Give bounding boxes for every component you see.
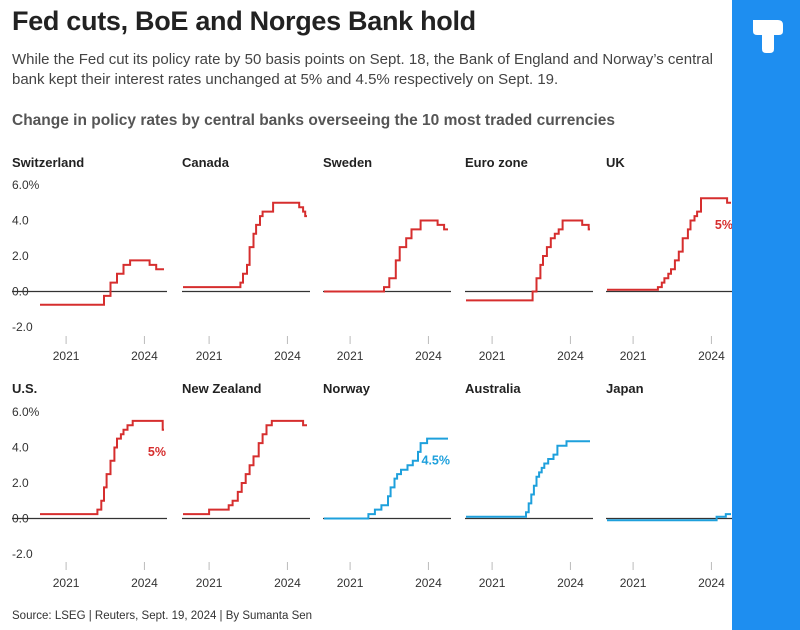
x-tick-label: 2021 bbox=[620, 349, 647, 363]
y-tick-label: 2.0 bbox=[12, 249, 29, 263]
panel-title-new-zealand: New Zealand bbox=[182, 381, 262, 396]
panel-title-euro-zone: Euro zone bbox=[465, 155, 528, 170]
series-line-australia bbox=[466, 440, 590, 518]
x-tick-label: 2024 bbox=[698, 349, 725, 363]
x-tick-label: 2021 bbox=[196, 349, 223, 363]
x-tick-label: 2021 bbox=[479, 349, 506, 363]
x-tick-label: 2021 bbox=[53, 349, 80, 363]
content-area: Fed cuts, BoE and Norges Bank hold While… bbox=[12, 6, 713, 622]
x-tick-label: 2024 bbox=[131, 576, 158, 590]
series-line-u-s bbox=[40, 419, 164, 516]
series-line-uk bbox=[607, 197, 731, 291]
x-tick-label: 2024 bbox=[557, 576, 584, 590]
x-tick-label: 2021 bbox=[53, 576, 80, 590]
x-tick-label: 2024 bbox=[274, 349, 301, 363]
panel-title-u-s: U.S. bbox=[12, 381, 37, 396]
y-tick-label: -2.0 bbox=[12, 320, 33, 334]
series-line-new-zealand bbox=[183, 419, 307, 516]
x-tick-label: 2024 bbox=[274, 576, 301, 590]
value-label-norway: 4.5% bbox=[422, 454, 451, 468]
x-tick-label: 2024 bbox=[698, 576, 725, 590]
series-line-euro-zone bbox=[466, 219, 590, 302]
x-tick-label: 2024 bbox=[415, 349, 442, 363]
series-line-canada bbox=[183, 201, 307, 289]
panel-title-switzerland: Switzerland bbox=[12, 155, 84, 170]
value-label-uk: 5% bbox=[715, 218, 732, 232]
y-tick-label: 4.0 bbox=[12, 214, 29, 228]
y-tick-label: 2.0 bbox=[12, 476, 29, 490]
x-tick-label: 2021 bbox=[337, 349, 364, 363]
series-line-norway bbox=[324, 437, 448, 520]
x-tick-label: 2024 bbox=[557, 349, 584, 363]
panel-title-norway: Norway bbox=[323, 381, 371, 396]
y-tick-label: 6.0% bbox=[12, 178, 40, 192]
panel-title-australia: Australia bbox=[465, 381, 521, 396]
source-credit: Source: LSEG | Reuters, Sept. 19, 2024 |… bbox=[12, 610, 313, 622]
headline: Fed cuts, BoE and Norges Bank hold bbox=[12, 6, 476, 36]
subheadline: While the Fed cut its policy rate by 50 … bbox=[12, 51, 713, 88]
panel-title-uk: UK bbox=[606, 155, 625, 170]
panel-title-canada: Canada bbox=[182, 155, 230, 170]
chart-title: Change in policy rates by central banks … bbox=[12, 112, 615, 129]
x-tick-label: 2024 bbox=[131, 349, 158, 363]
x-tick-label: 2021 bbox=[479, 576, 506, 590]
reuters-logo-icon bbox=[753, 20, 783, 53]
series-line-switzerland bbox=[40, 259, 164, 306]
panel-title-japan: Japan bbox=[606, 381, 644, 396]
series-line-japan bbox=[607, 513, 731, 522]
y-tick-label: -2.0 bbox=[12, 547, 33, 561]
panel-title-sweden: Sweden bbox=[323, 155, 372, 170]
brand-side-bar bbox=[732, 0, 800, 630]
series-line-sweden bbox=[324, 219, 448, 293]
x-tick-label: 2024 bbox=[415, 576, 442, 590]
x-tick-label: 2021 bbox=[620, 576, 647, 590]
x-tick-label: 2021 bbox=[337, 576, 364, 590]
y-tick-label: 4.0 bbox=[12, 441, 29, 455]
value-label-u-s: 5% bbox=[148, 445, 166, 459]
x-tick-label: 2021 bbox=[196, 576, 223, 590]
y-tick-label: 6.0% bbox=[12, 405, 40, 419]
